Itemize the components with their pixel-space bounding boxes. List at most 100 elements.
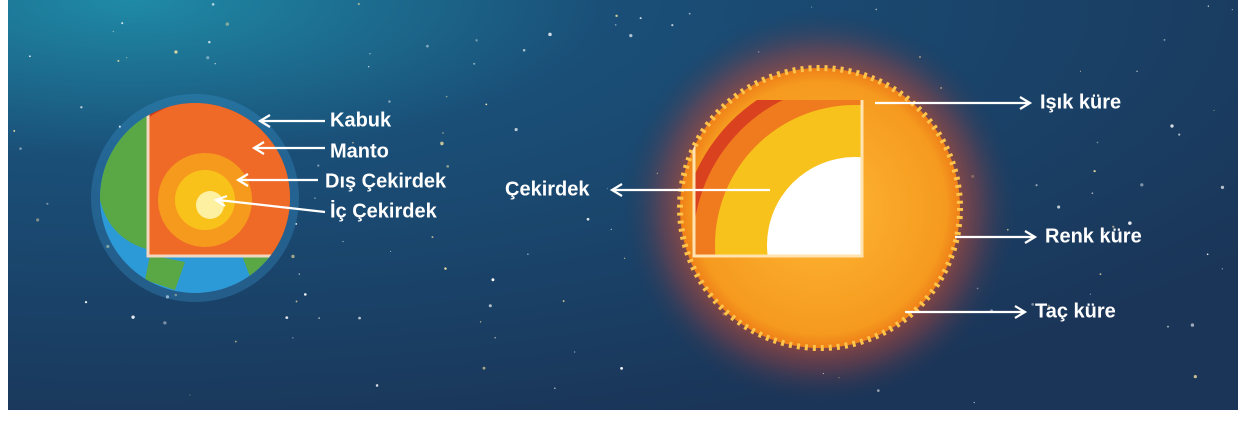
star bbox=[446, 165, 449, 168]
star bbox=[480, 321, 481, 322]
star bbox=[113, 31, 114, 32]
star bbox=[640, 17, 642, 19]
star bbox=[1097, 142, 1099, 144]
star bbox=[117, 60, 119, 62]
star bbox=[1057, 205, 1060, 208]
star bbox=[811, 7, 812, 8]
star bbox=[475, 39, 477, 41]
star bbox=[235, 341, 237, 343]
label: Taç küre bbox=[1035, 300, 1116, 322]
star bbox=[615, 15, 617, 17]
star bbox=[358, 317, 361, 320]
star bbox=[314, 198, 315, 199]
label: Kabuk bbox=[330, 109, 392, 131]
label: Renk küre bbox=[1045, 225, 1142, 247]
star bbox=[440, 142, 444, 146]
star bbox=[629, 34, 632, 37]
label: Çekirdek bbox=[505, 178, 590, 200]
star bbox=[1178, 134, 1180, 136]
star bbox=[615, 24, 617, 26]
star bbox=[1099, 273, 1101, 275]
star bbox=[548, 33, 552, 37]
star bbox=[515, 128, 518, 131]
star bbox=[1221, 186, 1224, 189]
star bbox=[489, 304, 492, 307]
page: Kabuk Manto Dış Çekirdek İç Çekirdek Çek… bbox=[0, 0, 1246, 424]
star bbox=[388, 100, 390, 102]
star bbox=[1191, 323, 1194, 326]
star bbox=[607, 188, 608, 189]
star bbox=[587, 218, 590, 221]
star bbox=[189, 394, 190, 395]
star bbox=[299, 273, 300, 274]
star bbox=[1208, 5, 1209, 6]
star bbox=[212, 3, 215, 6]
star bbox=[163, 321, 166, 324]
star bbox=[304, 293, 307, 296]
star bbox=[620, 367, 623, 370]
star bbox=[368, 66, 369, 67]
illustration: Kabuk Manto Dış Çekirdek İç Çekirdek Çek… bbox=[0, 0, 1246, 424]
star bbox=[574, 351, 575, 352]
star bbox=[226, 22, 229, 25]
star bbox=[376, 384, 379, 387]
star bbox=[875, 9, 877, 11]
star bbox=[29, 55, 31, 57]
star bbox=[1232, 9, 1233, 10]
star bbox=[442, 132, 443, 133]
star bbox=[1090, 294, 1091, 295]
star bbox=[126, 57, 127, 58]
star bbox=[292, 337, 293, 338]
star bbox=[1031, 303, 1034, 306]
star bbox=[1170, 124, 1173, 127]
star bbox=[291, 255, 294, 258]
star bbox=[1213, 110, 1214, 111]
star bbox=[491, 278, 494, 281]
star bbox=[563, 300, 565, 302]
star bbox=[446, 96, 448, 98]
label: Dış Çekirdek bbox=[325, 170, 447, 192]
star bbox=[671, 24, 673, 26]
star bbox=[343, 241, 344, 242]
star bbox=[46, 203, 48, 205]
star bbox=[523, 49, 526, 52]
star bbox=[974, 402, 975, 403]
star bbox=[1194, 375, 1197, 378]
star bbox=[483, 367, 486, 370]
star bbox=[689, 13, 691, 15]
star bbox=[485, 103, 487, 105]
star bbox=[624, 258, 625, 259]
star bbox=[1164, 39, 1166, 41]
star bbox=[554, 387, 555, 388]
star bbox=[206, 56, 209, 59]
star bbox=[494, 337, 495, 338]
star bbox=[318, 317, 320, 319]
star bbox=[1092, 192, 1094, 194]
star bbox=[1080, 71, 1081, 72]
label: İç Çekirdek bbox=[330, 199, 438, 222]
star bbox=[1136, 71, 1137, 72]
star bbox=[527, 253, 529, 255]
star bbox=[473, 63, 475, 65]
star bbox=[426, 45, 429, 48]
star bbox=[215, 63, 216, 64]
star bbox=[36, 218, 39, 221]
star bbox=[1207, 253, 1209, 255]
label: Işık küre bbox=[1040, 91, 1121, 113]
star bbox=[1167, 326, 1169, 328]
star bbox=[85, 301, 87, 303]
star bbox=[131, 315, 134, 318]
star bbox=[1093, 170, 1095, 172]
star bbox=[19, 147, 22, 150]
star bbox=[611, 229, 612, 230]
star bbox=[1035, 184, 1037, 186]
star bbox=[174, 50, 177, 53]
star bbox=[285, 316, 288, 319]
star bbox=[121, 22, 123, 24]
star bbox=[1140, 183, 1143, 186]
star bbox=[358, 3, 360, 5]
star bbox=[317, 164, 319, 166]
star bbox=[296, 301, 298, 303]
star bbox=[390, 251, 391, 252]
star bbox=[369, 53, 370, 54]
